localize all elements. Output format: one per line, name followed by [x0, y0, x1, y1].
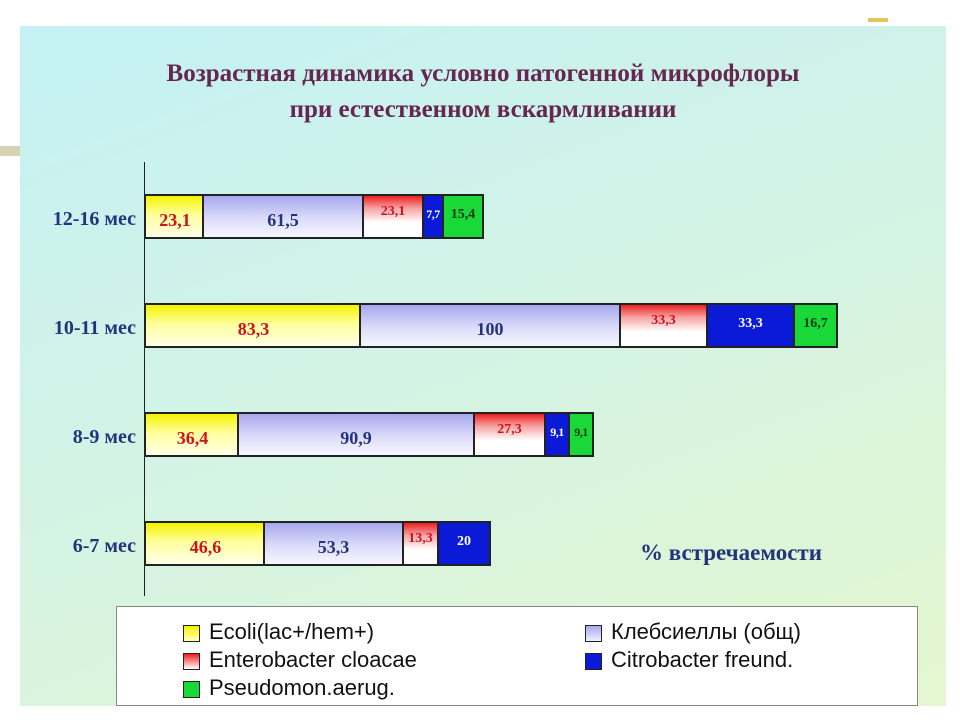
data-label-entero: 27,3 [497, 422, 522, 437]
data-label-ecoli: 83,3 [237, 319, 270, 339]
bar-segment-kleb: 90,9 [237, 412, 475, 457]
category-label: 8-9 мес [72, 426, 136, 448]
data-label-citro: 7,7 [426, 207, 440, 221]
legend-swatch-pseudomonas [183, 681, 200, 698]
data-label-citro: 9,1 [550, 425, 564, 439]
bar-segment-entero: 27,3 [473, 412, 546, 457]
chart-title-line-1: Возрастная динамика условно патогенной м… [166, 60, 800, 87]
data-label-citro: 20 [457, 534, 471, 549]
bar-segment-kleb: 100 [359, 303, 621, 348]
bar-segment-pseudo: 16,7 [793, 303, 838, 348]
data-label-entero: 23,1 [380, 204, 406, 219]
legend-label-klebsiella: Клебсиеллы (общ) [611, 619, 801, 644]
bar-segment-citro: 9,1 [544, 412, 570, 457]
bar-segment-ecoli: 46,6 [144, 521, 267, 566]
bar-segment-pseudo: 9,1 [568, 412, 594, 457]
category-axis-line [144, 162, 145, 596]
category-label: 12-16 мес [52, 208, 136, 230]
bar-segment-ecoli: 36,4 [144, 412, 241, 457]
data-label-kleb: 53,3 [317, 537, 350, 557]
data-label-ecoli: 46,6 [189, 537, 222, 557]
chart-legend: Ecoli(lac+/hem+) Клебсиеллы (общ) Entero… [116, 606, 918, 706]
legend-label-ecoli: Ecoli(lac+/hem+) [209, 619, 375, 644]
chart-title-line-2: при естественном вскармливании [289, 96, 677, 123]
data-label-ecoli: 36,4 [176, 428, 209, 448]
chart-panel [20, 26, 946, 706]
bar-segment-ecoli: 83,3 [144, 303, 363, 348]
data-label-ecoli: 23,1 [159, 210, 191, 230]
data-label-pseudo: 16,7 [803, 316, 828, 331]
bar-segment-kleb: 53,3 [263, 521, 404, 566]
bar-segment-citro: 7,7 [422, 194, 444, 239]
bar-segment-kleb: 61,5 [202, 194, 364, 239]
value-unit-label: % встречаемости [640, 540, 822, 565]
legend-swatch-enterobacter [183, 653, 200, 670]
bar-segment-ecoli: 23,1 [144, 194, 206, 239]
data-label-kleb: 90,9 [340, 428, 372, 448]
legend-swatch-ecoli [183, 625, 200, 642]
data-label-citro: 33,3 [738, 316, 763, 331]
bar-segment-entero: 13,3 [402, 521, 439, 566]
legend-label-pseudomonas: Pseudomon.aerug. [209, 675, 395, 700]
data-label-pseudo: 15,4 [450, 207, 476, 222]
decorative-bar-top [868, 18, 888, 22]
data-label-entero: 33,3 [651, 313, 676, 328]
data-label-kleb: 61,5 [267, 210, 299, 230]
legend-swatch-klebsiella [585, 625, 602, 642]
legend-label-citrobacter: Citrobacter freund. [611, 647, 794, 672]
data-label-entero: 13,3 [408, 531, 433, 546]
bar-segment-entero: 23,1 [362, 194, 424, 239]
decorative-bar-left [0, 146, 20, 156]
category-label: 10-11 мес [53, 317, 136, 339]
data-label-kleb: 100 [476, 319, 504, 339]
bar-segment-entero: 33,3 [619, 303, 708, 348]
category-label: 6-7 мес [72, 535, 136, 557]
bar-segment-citro: 20 [437, 521, 491, 566]
bar-segment-pseudo: 15,4 [442, 194, 484, 239]
data-label-pseudo: 9,1 [574, 425, 588, 439]
bar-segment-citro: 33,3 [706, 303, 795, 348]
legend-label-enterobacter: Enterobacter cloacae [209, 647, 417, 672]
legend-swatch-citrobacter [585, 653, 602, 670]
